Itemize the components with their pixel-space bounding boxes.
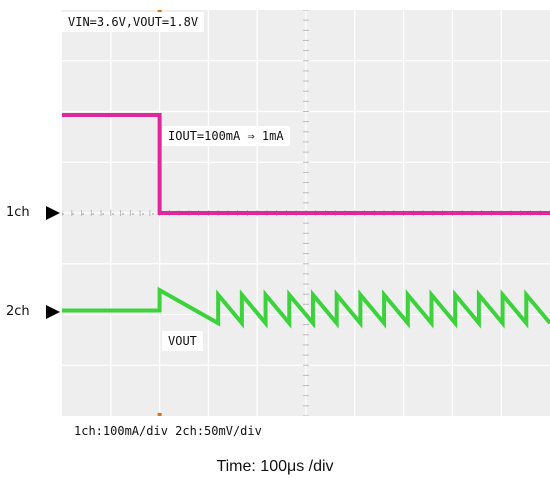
conditions-label: VIN=3.6V,VOUT=1.8V xyxy=(62,12,205,32)
step-label: IOUT=100mA ⇒ 1mA xyxy=(162,126,290,146)
trigger-marker-top xyxy=(157,10,162,13)
scope-plot xyxy=(62,10,550,416)
vout-label: VOUT xyxy=(162,331,203,351)
arrow-right-icon xyxy=(46,305,60,319)
trigger-marker-bottom xyxy=(157,413,162,416)
time-note: Time: 100μs /div xyxy=(216,458,334,475)
ch2-label: 2ch xyxy=(6,304,30,319)
ch2-trace xyxy=(62,286,550,329)
ch1-label: 1ch xyxy=(6,205,30,220)
scope-screen xyxy=(62,10,550,416)
ch1-trace xyxy=(62,113,550,215)
arrow-right-icon xyxy=(46,206,60,220)
scale-note: 1ch:100mA/div 2ch:50mV/div xyxy=(74,424,262,438)
